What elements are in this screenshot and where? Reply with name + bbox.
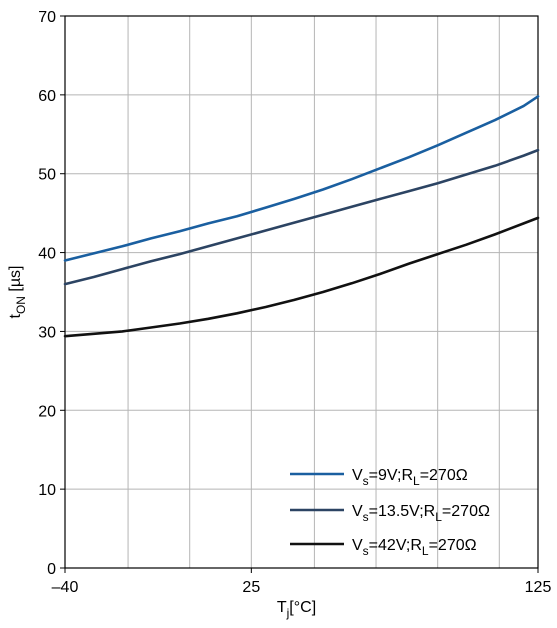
legend-label-2: Vs=13.5V;RL=270Ω — [352, 503, 490, 524]
y-tick-label: 50 — [38, 167, 56, 184]
y-axis-label-rest: [µs] — [7, 265, 24, 296]
y-tick-label: 60 — [38, 88, 56, 105]
x-tick-labels: –40 25 125 — [52, 568, 552, 596]
legend-label-1: Vs=9V;RL=270Ω — [352, 467, 468, 488]
y-tick-label: 10 — [38, 482, 56, 499]
x-tick-label: –40 — [52, 579, 79, 596]
series-line-3 — [63, 216, 540, 338]
series-line-2 — [63, 148, 540, 286]
y-tick-label: 20 — [38, 403, 56, 420]
y-tick-label: 30 — [38, 324, 56, 341]
x-axis-label-sub: j — [286, 606, 290, 620]
grid — [64, 15, 539, 569]
y-tick-label: 40 — [38, 246, 56, 263]
y-tick-labels: 0 10 20 30 40 50 60 70 — [38, 9, 65, 578]
x-axis-label-main: T — [277, 599, 287, 616]
plot-frame — [64, 15, 539, 569]
y-axis-label-main: t — [7, 314, 24, 319]
series-line-1 — [63, 95, 540, 262]
y-axis-label: tON [µs] — [7, 265, 28, 318]
x-tick-label: 25 — [242, 579, 260, 596]
y-tick-label: 70 — [38, 9, 56, 26]
legend: Vs=9V;RL=270Ω Vs=13.5V;RL=270Ω Vs=42V;RL=2… — [290, 467, 490, 558]
series-lines — [63, 95, 540, 338]
x-axis-label-rest: [°C] — [289, 599, 316, 616]
x-axis-label: Tj[°C] — [277, 599, 316, 620]
legend-label-3: Vs=42V;RL=270Ω — [352, 537, 477, 558]
x-tick-label: 125 — [525, 579, 552, 596]
y-tick-label: 0 — [47, 561, 56, 578]
y-axis-label-sub: ON — [14, 296, 28, 314]
